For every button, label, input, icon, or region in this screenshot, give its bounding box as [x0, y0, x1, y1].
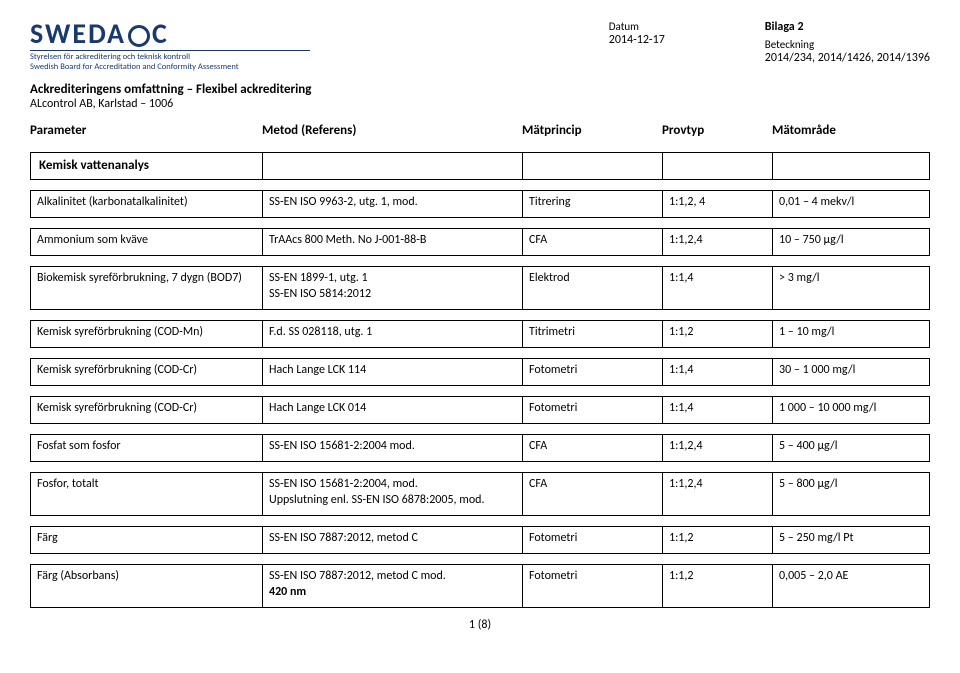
- cell-parameter: Fosfat som fosfor: [31, 435, 263, 461]
- cell-matprincip: Titrimetri: [523, 321, 663, 347]
- logo-tagline: Styrelsen för ackreditering och teknisk …: [30, 50, 310, 72]
- cell-parameter: Kemisk syreförbrukning (COD-Mn): [31, 321, 263, 347]
- cell-matomrade: 5 – 250 mg/l Pt: [773, 527, 923, 553]
- beteckning-label: Beteckning: [765, 38, 930, 51]
- cell-matprincip: Fotometri: [523, 359, 663, 385]
- cell-provtyp: 1:1,4: [663, 359, 773, 385]
- cell-provtyp: 1:1,2,4: [663, 229, 773, 255]
- cell-metod: Hach Lange LCK 114: [263, 359, 523, 385]
- cell-metod: SS-EN ISO 7887:2012, metod C mod.420 nm: [263, 565, 523, 607]
- col-metod: Metod (Referens): [262, 123, 522, 138]
- cell-matprincip: Titrering: [523, 191, 663, 217]
- cell-matprincip: Fotometri: [523, 527, 663, 553]
- cell-metod: F.d. SS 028118, utg. 1: [263, 321, 523, 347]
- cell-parameter: Färg (Absorbans): [31, 565, 263, 607]
- cell-provtyp: 1:1,2,4: [663, 473, 773, 515]
- bilaga-label: Bilaga 2: [765, 20, 930, 34]
- cell-provtyp: 1:1,2: [663, 565, 773, 607]
- beteckning-block: Bilaga 2 Beteckning 2014/234, 2014/1426,…: [765, 20, 930, 65]
- cell-parameter: Biokemisk syreförbrukning, 7 dygn (BOD7): [31, 267, 263, 309]
- col-provtyp: Provtyp: [662, 123, 772, 138]
- cell-matomrade: 1 – 10 mg/l: [773, 321, 923, 347]
- cell-metod: SS-EN ISO 15681-2:2004 mod.: [263, 435, 523, 461]
- cell-metod: Hach Lange LCK 014: [263, 397, 523, 423]
- document-header: SWEDAC Styrelsen för ackreditering och t…: [30, 20, 930, 72]
- header-meta: Datum 2014-12-17 Bilaga 2 Beteckning 201…: [609, 20, 930, 65]
- datum-value: 2014-12-17: [609, 33, 665, 47]
- accreditation-title: Ackrediteringens omfattning – Flexibel a…: [30, 82, 930, 97]
- cell-matprincip: CFA: [523, 229, 663, 255]
- cell-matomrade: 5 – 800 µg/l: [773, 473, 923, 515]
- cell-parameter: Alkalinitet (karbonatalkalinitet): [31, 191, 263, 217]
- cell-matomrade: 0,01 – 4 mekv/l: [773, 191, 923, 217]
- cell-parameter: Ammonium som kväve: [31, 229, 263, 255]
- cell-matprincip: Fotometri: [523, 397, 663, 423]
- logo-wordmark: SWEDAC: [30, 20, 310, 48]
- cell-provtyp: 1:1,2, 4: [663, 191, 773, 217]
- table-row: Fosfor, totaltSS-EN ISO 15681-2:2004, mo…: [30, 472, 930, 516]
- cell-parameter: Kemisk syreförbrukning (COD-Cr): [31, 359, 263, 385]
- cell-provtyp: 1:1,2: [663, 321, 773, 347]
- cell-provtyp: 1:1,4: [663, 267, 773, 309]
- cell-metod: SS-EN ISO 7887:2012, metod C: [263, 527, 523, 553]
- cell-matomrade: 0,005 – 2,0 AE: [773, 565, 923, 607]
- table-row: Färg (Absorbans)SS-EN ISO 7887:2012, met…: [30, 564, 930, 608]
- cell-matomrade: 10 – 750 µg/l: [773, 229, 923, 255]
- beteckning-value: 2014/234, 2014/1426, 2014/1396: [765, 51, 930, 65]
- cell-matprincip: Fotometri: [523, 565, 663, 607]
- cell-provtyp: 1:1,4: [663, 397, 773, 423]
- accreditation-subtitle: ALcontrol AB, Karlstad – 1006: [30, 97, 930, 111]
- section-title: Kemisk vattenanalys: [31, 153, 263, 179]
- cell-provtyp: 1:1,2: [663, 527, 773, 553]
- tagline-sv: Styrelsen för ackreditering och teknisk …: [30, 52, 190, 62]
- col-matprincip: Mätprincip: [522, 123, 662, 138]
- table-row: Alkalinitet (karbonatalkalinitet)SS-EN I…: [30, 190, 930, 218]
- cell-parameter: Färg: [31, 527, 263, 553]
- col-parameter: Parameter: [30, 123, 262, 138]
- cell-parameter: Kemisk syreförbrukning (COD-Cr): [31, 397, 263, 423]
- table-row: Fosfat som fosforSS-EN ISO 15681-2:2004 …: [30, 434, 930, 462]
- column-headers: Parameter Metod (Referens) Mätprincip Pr…: [30, 123, 930, 138]
- cell-metod: TrAAcs 800 Meth. No J-001-88-B: [263, 229, 523, 255]
- table-row: FärgSS-EN ISO 7887:2012, metod CFotometr…: [30, 526, 930, 554]
- table-row: Kemisk syreförbrukning (COD-Mn)F.d. SS 0…: [30, 320, 930, 348]
- cell-matprincip: CFA: [523, 435, 663, 461]
- datum-block: Datum 2014-12-17: [609, 20, 665, 65]
- cell-metod: SS-EN ISO 15681-2:2004, mod.Uppslutning …: [263, 473, 523, 515]
- cell-matprincip: Elektrod: [523, 267, 663, 309]
- cell-matomrade: 5 – 400 µg/l: [773, 435, 923, 461]
- section-header-row: Kemisk vattenanalys: [30, 152, 930, 180]
- table-row: Ammonium som kväveTrAAcs 800 Meth. No J-…: [30, 228, 930, 256]
- logo-block: SWEDAC Styrelsen för ackreditering och t…: [30, 20, 310, 72]
- cell-parameter: Fosfor, totalt: [31, 473, 263, 515]
- logo-circle-icon: [128, 25, 150, 47]
- cell-matprincip: CFA: [523, 473, 663, 515]
- table-row: Kemisk syreförbrukning (COD-Cr)Hach Lang…: [30, 396, 930, 424]
- table-row: Kemisk syreförbrukning (COD-Cr)Hach Lang…: [30, 358, 930, 386]
- cell-metod: SS-EN ISO 9963-2, utg. 1, mod.: [263, 191, 523, 217]
- col-matomrade: Mätområde: [772, 123, 922, 138]
- cell-matomrade: 1 000 – 10 000 mg/l: [773, 397, 923, 423]
- cell-metod: SS-EN 1899-1, utg. 1SS-EN ISO 5814:2012: [263, 267, 523, 309]
- cell-matomrade: 30 – 1 000 mg/l: [773, 359, 923, 385]
- tagline-en: Swedish Board for Accreditation and Conf…: [30, 62, 239, 72]
- table-row: Biokemisk syreförbrukning, 7 dygn (BOD7)…: [30, 266, 930, 310]
- cell-matomrade: > 3 mg/l: [773, 267, 923, 309]
- cell-provtyp: 1:1,2,4: [663, 435, 773, 461]
- page-number: 1 (8): [30, 618, 930, 632]
- datum-label: Datum: [609, 20, 665, 33]
